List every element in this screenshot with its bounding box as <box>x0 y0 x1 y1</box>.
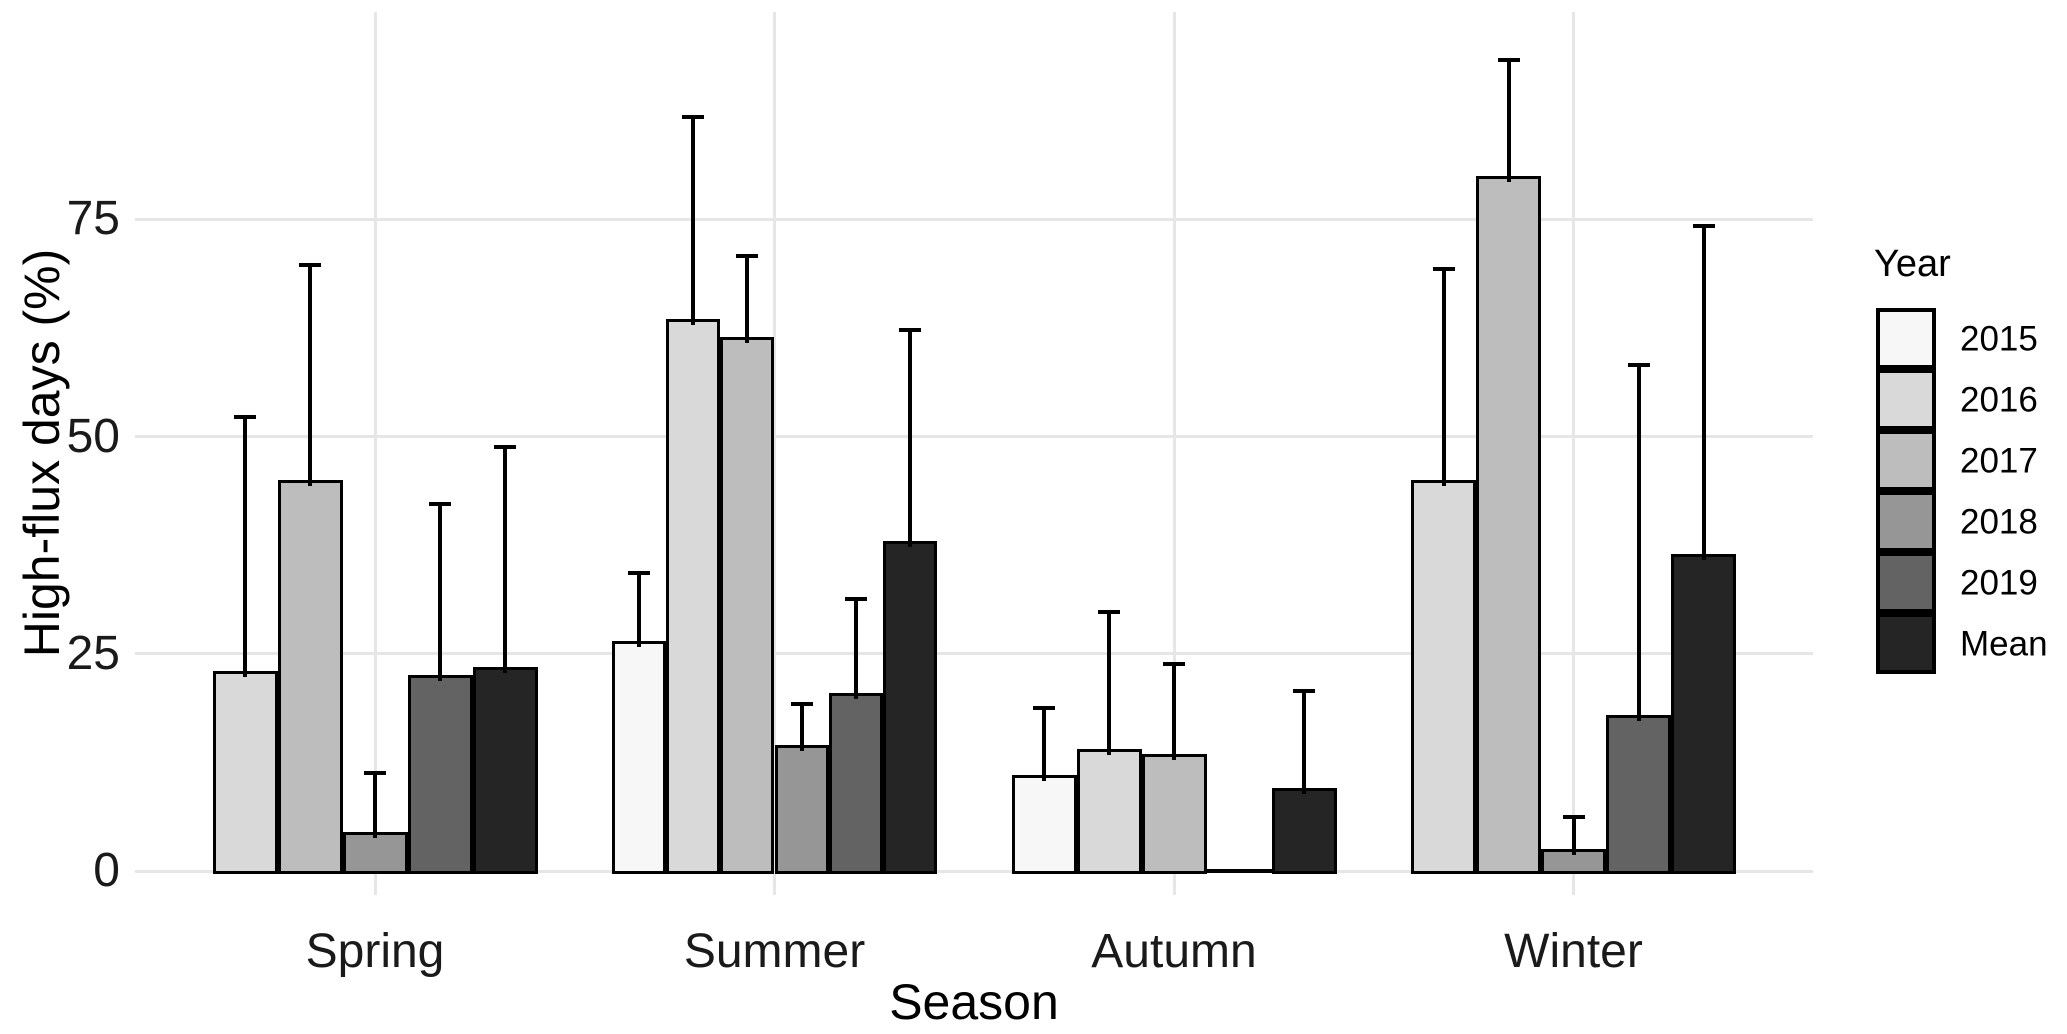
legend-swatch-mean <box>1876 613 1936 674</box>
gridline-x-summer <box>773 12 776 895</box>
legend-swatch-2015 <box>1876 308 1936 369</box>
gridline-y-0 <box>135 869 1813 873</box>
errorbar-cap-summer-mean <box>898 327 921 332</box>
legend-label-2017: 2017 <box>1960 441 2038 480</box>
errorbar-line-autumn-2015 <box>1042 705 1046 782</box>
bar-winter-2017 <box>1476 175 1541 874</box>
errorbar-line-autumn-mean <box>1302 688 1306 795</box>
errorbar-line-spring-2017 <box>308 262 312 486</box>
gridline-x-spring <box>373 12 377 895</box>
errorbar-cap-autumn-mean <box>1293 688 1315 693</box>
x-tick-label-summer: Summer <box>683 925 866 978</box>
errorbar-line-spring-mean <box>503 445 507 673</box>
bar-spring-2019 <box>407 675 473 874</box>
legend-swatch-2018 <box>1876 491 1936 552</box>
bar-autumn-2017 <box>1141 753 1207 874</box>
bar-spring-2018 <box>342 831 408 874</box>
legend-label-mean: Mean <box>1960 624 2048 663</box>
bar-summer-2017 <box>720 336 775 874</box>
errorbar-cap-winter-mean <box>1692 223 1715 228</box>
errorbar-cap-winter-2017 <box>1497 58 1520 63</box>
errorbar-line-summer-2019 <box>853 597 858 699</box>
bar-spring-2016 <box>212 671 278 874</box>
errorbar-cap-summer-2018 <box>790 701 813 706</box>
legend-title: Year <box>1874 243 1951 285</box>
bar-summer-2015 <box>612 640 667 874</box>
errorbar-line-winter-2017 <box>1506 58 1511 182</box>
bar-autumn-2016 <box>1076 749 1142 874</box>
errorbar-cap-spring-2019 <box>429 501 451 506</box>
errorbar-cap-spring-2017 <box>299 262 321 267</box>
x-tick-label-autumn: Autumn <box>1091 925 1257 978</box>
legend-label-2015: 2015 <box>1960 319 2038 358</box>
bar-summer-2018 <box>774 744 829 874</box>
bar-winter-2019 <box>1606 714 1671 874</box>
gridline-y-50 <box>135 435 1813 438</box>
legend-label-2018: 2018 <box>1960 502 2038 541</box>
errorbar-cap-autumn-2016 <box>1098 610 1120 615</box>
errorbar-line-winter-2019 <box>1636 362 1641 721</box>
legend-swatch-2017 <box>1876 430 1936 491</box>
errorbar-cap-spring-mean <box>494 445 516 450</box>
errorbar-cap-winter-2016 <box>1432 267 1455 272</box>
errorbar-cap-summer-2017 <box>736 254 759 258</box>
bar-spring-mean <box>472 666 538 874</box>
y-tick-label-0: 0 <box>93 844 120 897</box>
errorbar-line-summer-2017 <box>745 254 750 343</box>
errorbar-cap-autumn-2015 <box>1033 705 1055 710</box>
y-tick-label-50: 50 <box>66 409 120 463</box>
errorbar-line-winter-mean <box>1701 223 1706 560</box>
errorbar-cap-autumn-2017 <box>1163 662 1185 667</box>
bar-spring-2017 <box>277 479 343 874</box>
legend-swatch-2019 <box>1876 552 1936 613</box>
y-tick-label-75: 75 <box>66 192 120 246</box>
errorbar-cap-winter-2018 <box>1562 814 1585 819</box>
errorbar-line-summer-2018 <box>799 701 804 751</box>
errorbar-line-spring-2018 <box>373 771 377 838</box>
x-axis-title: Season <box>889 974 1059 1030</box>
y-axis-title: High-flux days (%) <box>14 248 70 658</box>
y-tick-label-25: 25 <box>66 626 120 680</box>
x-tick-label-spring: Spring <box>305 925 445 978</box>
errorbar-cap-spring-2018 <box>364 771 386 776</box>
errorbar-cap-winter-2019 <box>1627 362 1650 367</box>
errorbar-line-winter-2018 <box>1571 814 1576 856</box>
errorbar-line-summer-mean <box>907 327 912 547</box>
errorbar-line-autumn-2016 <box>1107 610 1111 756</box>
errorbar-cap-spring-2016 <box>234 414 256 419</box>
bar-summer-2019 <box>828 692 883 874</box>
gridline-x-autumn <box>1172 12 1176 895</box>
gridline-y-75 <box>135 217 1813 221</box>
errorbar-line-winter-2016 <box>1441 267 1446 486</box>
legend-label-2016: 2016 <box>1960 380 2038 419</box>
errorbar-line-spring-2016 <box>243 414 247 678</box>
gridline-y-25 <box>135 652 1813 656</box>
errorbar-line-autumn-2017 <box>1172 662 1176 760</box>
legend: Year 2015 2016 2017 2018 2019 Mean <box>1874 0 2067 1034</box>
bar-autumn-mean <box>1271 788 1337 874</box>
bar-winter-mean <box>1671 553 1736 874</box>
x-tick-label-winter: Winter <box>1504 925 1643 978</box>
bar-autumn-2018 <box>1206 869 1272 873</box>
errorbar-cap-summer-2016 <box>682 114 705 119</box>
errorbar-line-summer-2016 <box>691 114 696 326</box>
legend-swatch-2016 <box>1876 369 1936 430</box>
errorbar-line-summer-2015 <box>637 571 642 647</box>
legend-label-2019: 2019 <box>1960 563 2038 602</box>
errorbar-cap-summer-2015 <box>628 571 651 576</box>
bar-autumn-2015 <box>1011 775 1077 874</box>
bar-summer-2016 <box>666 319 721 874</box>
errorbar-cap-summer-2019 <box>844 597 867 602</box>
gridline-x-winter <box>1572 12 1575 895</box>
bar-winter-2016 <box>1411 479 1476 874</box>
errorbar-line-spring-2019 <box>438 501 442 682</box>
bar-summer-mean <box>882 540 937 874</box>
